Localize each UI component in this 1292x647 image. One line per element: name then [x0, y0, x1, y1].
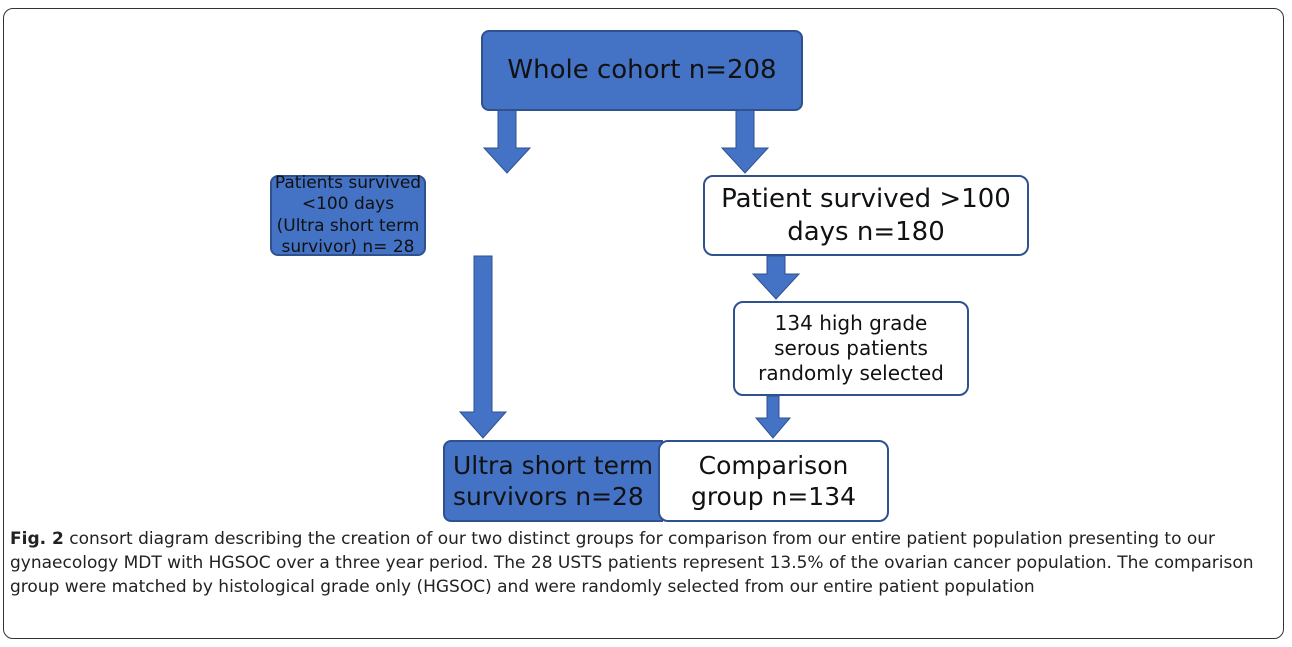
- arrow: [751, 255, 801, 300]
- arrow: [482, 109, 532, 174]
- node-line: Patient survived >100: [721, 184, 1011, 214]
- node-line: Ultra short term: [453, 450, 654, 480]
- node-line: survivors n=28: [453, 482, 644, 511]
- node-line: 134 high grade: [774, 311, 928, 335]
- node-short: Patients survived <100 days (Ultra short …: [270, 173, 426, 257]
- node-comparison: Comparison group n=134: [658, 440, 889, 522]
- node-whole: Whole cohort n=208: [481, 30, 803, 111]
- node-line: Patients survived <100 days: [274, 173, 422, 215]
- caption-label: Fig. 2: [10, 529, 64, 549]
- node-line: serous patients: [774, 336, 928, 360]
- node-line: (Ultra short term survivor) n= 28: [276, 215, 420, 257]
- node-line: group n=134: [690, 482, 857, 511]
- node-line: Comparison: [698, 450, 849, 480]
- caption-text: consort diagram describing the creation …: [10, 529, 1254, 597]
- node-line: days n=180: [787, 216, 945, 247]
- node-line: randomly selected: [758, 361, 944, 385]
- node-line: Whole cohort n=208: [507, 55, 777, 86]
- caption: Fig. 2 consort diagram describing the cr…: [10, 527, 1278, 599]
- arrow: [458, 255, 508, 439]
- arrow: [754, 395, 792, 439]
- arrow: [720, 109, 770, 174]
- node-long: Patient survived >100 days n=180: [703, 175, 1029, 256]
- node-usts: Ultra short term survivors n=28: [443, 440, 663, 522]
- figure-frame: [3, 8, 1284, 639]
- node-selected: 134 high grade serous patients randomly se…: [733, 301, 969, 396]
